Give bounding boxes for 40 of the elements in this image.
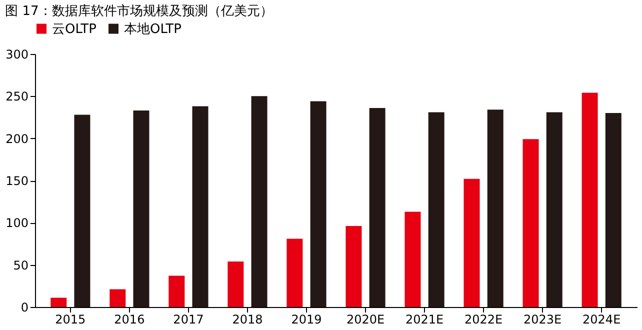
y-tick-label: 250 bbox=[6, 90, 28, 104]
bar bbox=[464, 178, 480, 307]
x-tick-label: 2017 bbox=[173, 312, 204, 326]
y-tick-label: 100 bbox=[6, 216, 28, 230]
bar bbox=[192, 106, 208, 307]
bar bbox=[582, 92, 598, 307]
bar bbox=[228, 261, 244, 307]
bar bbox=[605, 113, 622, 307]
bar bbox=[74, 114, 90, 307]
chart-title: 图 17：数据库软件市场规模及预测（亿美元） bbox=[5, 3, 273, 19]
legend-label: 云OLTP bbox=[52, 22, 97, 37]
y-tick-label: 200 bbox=[6, 132, 28, 146]
x-tick-label: 2023E bbox=[524, 312, 562, 326]
y-tick-label: 150 bbox=[6, 174, 28, 188]
x-tick-label: 2015 bbox=[55, 312, 86, 326]
y-tick-label: 0 bbox=[20, 300, 28, 314]
y-tick-label: 50 bbox=[13, 258, 28, 272]
bar bbox=[522, 139, 539, 307]
bar bbox=[133, 110, 150, 307]
bar bbox=[428, 112, 444, 307]
bar bbox=[310, 101, 326, 307]
bar bbox=[50, 298, 67, 307]
y-tick-label: 300 bbox=[6, 48, 28, 62]
x-tick-label: 2024E bbox=[582, 312, 621, 326]
x-tick-label: 2016 bbox=[114, 312, 145, 326]
bar bbox=[487, 110, 504, 307]
bar bbox=[369, 108, 386, 307]
bar bbox=[346, 226, 362, 307]
x-tick-label: 2019 bbox=[291, 312, 322, 326]
x-tick-label: 2021E bbox=[405, 312, 444, 326]
bar bbox=[286, 238, 303, 307]
bar bbox=[168, 276, 185, 307]
bar bbox=[546, 112, 562, 307]
bar bbox=[404, 212, 421, 307]
x-tick-label: 2022E bbox=[464, 312, 503, 326]
legend-label: 本地OLTP bbox=[124, 22, 182, 37]
bar bbox=[251, 96, 268, 307]
x-tick-label: 2018 bbox=[232, 312, 263, 326]
bar bbox=[110, 289, 126, 307]
x-tick-label: 2020E bbox=[346, 312, 385, 326]
